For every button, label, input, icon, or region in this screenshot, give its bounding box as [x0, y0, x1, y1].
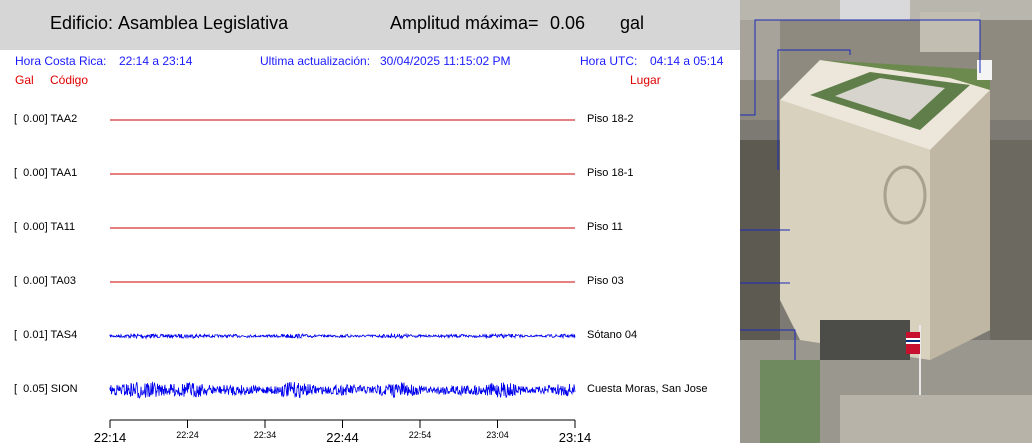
station-label: [ 0.05] SION [14, 383, 78, 395]
building-photo-icon [740, 0, 1032, 443]
station-place: Piso 03 [587, 275, 624, 287]
station-label: [ 0.00] TA03 [14, 275, 76, 287]
update-value: 30/04/2025 11:15:02 PM [380, 54, 511, 68]
amplitude-unit: gal [620, 13, 645, 33]
tick-label: 23:04 [486, 430, 509, 440]
local-time-range: 22:14 a 23:14 [119, 54, 193, 68]
station-label: [ 0.00] TAA2 [14, 113, 78, 125]
station-place: Sótano 04 [587, 329, 638, 341]
local-time-label: Hora Costa Rica: [15, 54, 107, 68]
building-label: Edificio: [50, 13, 114, 33]
tick-label: 22:54 [409, 430, 432, 440]
building-name: Asamblea Legislativa [118, 13, 289, 33]
station-label: [ 0.00] TA11 [14, 221, 76, 233]
tick-label: 22:34 [254, 430, 277, 440]
tick-label: 22:44 [326, 430, 359, 443]
station-place: Piso 18-1 [587, 167, 634, 179]
header-bar: Edificio: Asamblea Legislativa Amplitud … [0, 0, 740, 50]
column-code: Código [50, 73, 89, 87]
amplitude-label: Amplitud máxima= [390, 13, 539, 33]
column-place: Lugar [630, 73, 661, 87]
column-gal: Gal [15, 73, 34, 87]
trace-TAS4 [109, 332, 576, 340]
utc-time-range: 04:14 a 05:14 [650, 54, 724, 68]
update-label: Ultima actualización: [260, 54, 371, 68]
station-place: Cuesta Moras, San Jose [587, 383, 708, 395]
station-place: Piso 18-2 [587, 113, 634, 125]
station-place: Piso 11 [587, 221, 623, 233]
station-label: [ 0.01] TAS4 [14, 329, 78, 341]
station-label: [ 0.00] TAA1 [14, 167, 78, 179]
tick-label: 22:24 [176, 430, 199, 440]
tick-label: 23:14 [559, 430, 592, 443]
utc-time-label: Hora UTC: [580, 54, 638, 68]
tick-label: 22:14 [94, 430, 127, 443]
amplitude-value: 0.06 [550, 13, 586, 33]
trace-SION [109, 381, 576, 400]
seismogram-chart: 22:14 22:44 23:14 22:24 22:34 22:54 23:04 [94, 119, 592, 443]
